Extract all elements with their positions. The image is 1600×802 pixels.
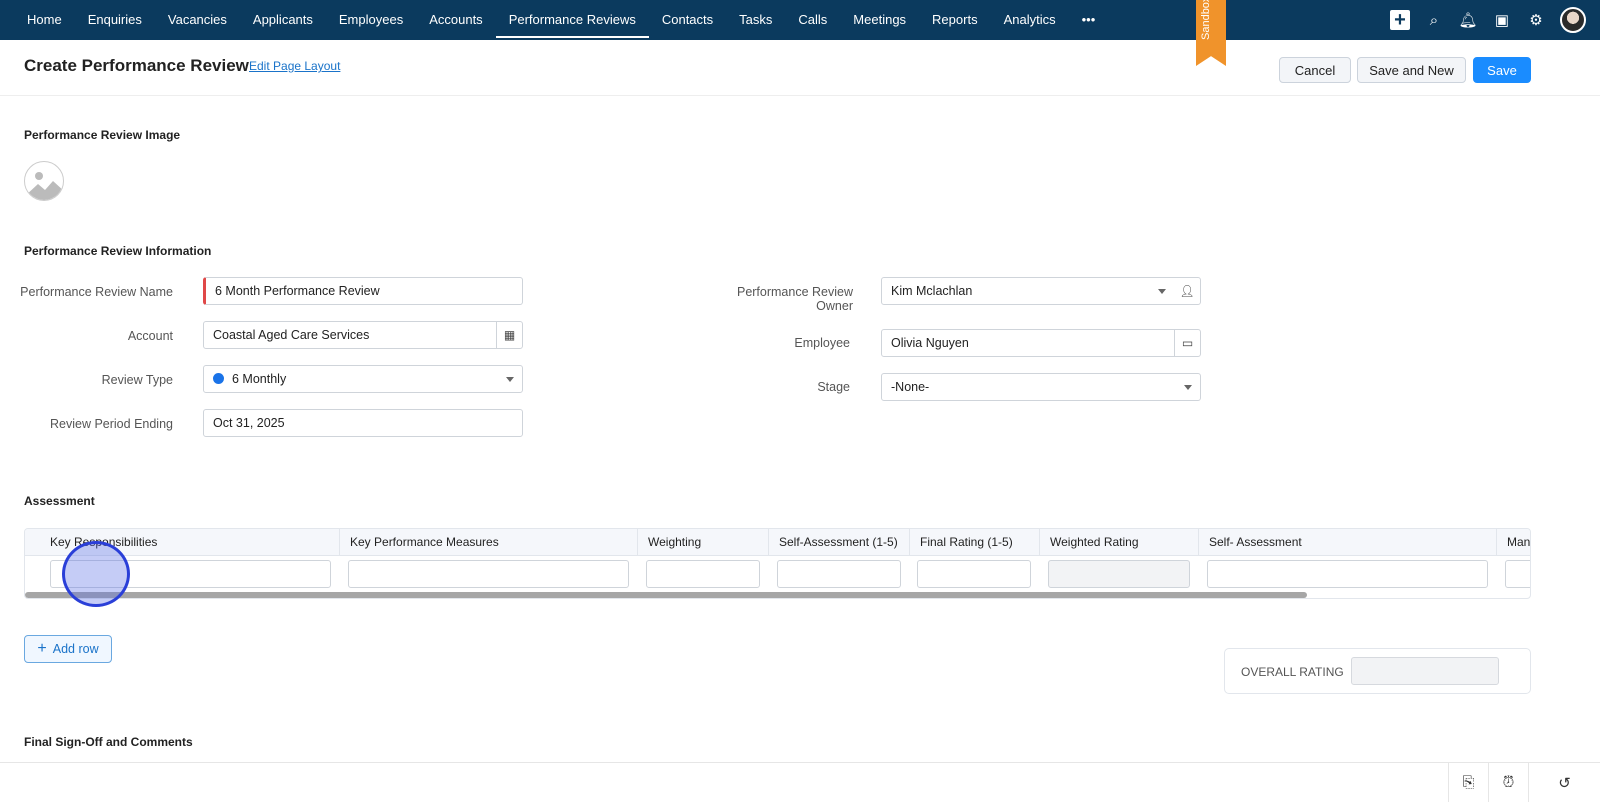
chevron-down-icon <box>1158 289 1166 294</box>
search-icon[interactable]: ⌕ <box>1429 11 1439 29</box>
overall-rating-label: OVERALL RATING <box>1241 665 1344 679</box>
stage-label: Stage <box>817 380 850 394</box>
calendar-icon[interactable]: ▣ <box>1494 12 1510 29</box>
sandbox-label: Sandbox <box>1200 0 1212 40</box>
key-performance-measures-textarea[interactable] <box>348 560 629 588</box>
nav-more[interactable]: ••• <box>1081 12 1096 27</box>
employee-value: Olivia Nguyen <box>891 336 969 350</box>
nav-tasks[interactable]: Tasks <box>739 12 773 27</box>
wallet-lookup-icon[interactable]: ▭ <box>1174 330 1200 356</box>
top-nav: Home Enquiries Vacancies Applicants Empl… <box>0 0 1600 40</box>
review-name-value: 6 Month Performance Review <box>215 284 380 298</box>
manager-input[interactable] <box>1505 560 1530 588</box>
plus-icon[interactable]: + <box>1390 9 1410 31</box>
footer-bar: ⎘ ⏰︎ ↺ <box>0 762 1600 802</box>
notes-icon[interactable]: ⎘ <box>1448 763 1488 802</box>
name-label: Performance Review Name <box>20 285 173 299</box>
history-icon[interactable]: ↺ <box>1528 763 1600 802</box>
employee-input[interactable]: Olivia Nguyen ▭ <box>881 329 1201 357</box>
col-key-performance-measures: Key Performance Measures <box>340 529 638 556</box>
add-row-label: Add row <box>52 642 99 656</box>
info-section-title: Performance Review Information <box>24 244 212 258</box>
owner-label: Performance Review Owner <box>736 285 853 313</box>
overall-rating-input <box>1351 657 1499 685</box>
avatar[interactable] <box>1560 7 1586 33</box>
nav-vacancies[interactable]: Vacancies <box>167 12 227 27</box>
col-weighting: Weighting <box>638 529 769 556</box>
chevron-down-icon <box>1184 385 1192 390</box>
assessment-table: Key Responsibilities Key Performance Mea… <box>24 528 1531 599</box>
owner-value: Kim Mclachlan <box>891 284 973 298</box>
account-input[interactable]: Coastal Aged Care Services ▦ <box>203 321 523 349</box>
col-final-rating: Final Rating (1-5) <box>910 529 1040 556</box>
page-header <box>0 40 1600 96</box>
col-self-assessment-rating: Self-Assessment (1-5) <box>769 529 910 556</box>
nav-enquiries[interactable]: Enquiries <box>87 12 142 27</box>
stage-select[interactable]: -None- <box>881 373 1201 401</box>
review-name-input[interactable]: 6 Month Performance Review <box>203 277 523 305</box>
final-section-title: Final Sign-Off and Comments <box>24 735 193 749</box>
assessment-section-title: Assessment <box>24 494 95 508</box>
type-color-dot <box>213 373 224 384</box>
alarm-icon[interactable]: ⏰︎ <box>1488 763 1528 802</box>
period-label: Review Period Ending <box>50 417 173 431</box>
building-lookup-icon[interactable]: ▦ <box>496 322 522 348</box>
plus-icon: + <box>37 640 47 657</box>
account-label: Account <box>127 329 173 343</box>
nav-accounts[interactable]: Accounts <box>429 12 483 27</box>
save-button[interactable]: Save <box>1473 57 1531 83</box>
self-assessment-rating-input[interactable] <box>777 560 901 588</box>
nav-analytics[interactable]: Analytics <box>1003 12 1056 27</box>
chevron-down-icon <box>506 377 514 382</box>
col-self-assessment: Self- Assessment <box>1199 529 1497 556</box>
owner-select[interactable]: Kim Mclachlan 👤︎ <box>881 277 1201 305</box>
self-assessment-textarea[interactable] <box>1207 560 1488 588</box>
period-ending-input[interactable]: Oct 31, 2025 <box>203 409 523 437</box>
weighted-rating-input <box>1048 560 1190 588</box>
col-manager: Mana <box>1497 529 1530 556</box>
bell-icon[interactable]: 🔔︎ <box>1458 12 1478 29</box>
review-type-value: 6 Monthly <box>232 372 287 386</box>
horizontal-scrollbar[interactable] <box>25 592 1307 598</box>
stage-value: -None- <box>891 380 930 394</box>
nav-reports[interactable]: Reports <box>932 12 978 27</box>
add-row-button[interactable]: + Add row <box>24 635 112 663</box>
col-weighted-rating: Weighted Rating <box>1040 529 1199 556</box>
gear-icon[interactable]: ⚙ <box>1529 12 1543 29</box>
page-title: Create Performance Review <box>24 56 249 75</box>
cancel-button[interactable]: Cancel <box>1279 57 1351 83</box>
user-lookup-icon[interactable]: 👤︎ <box>1179 284 1195 298</box>
nav-calls[interactable]: Calls <box>798 12 828 27</box>
period-value: Oct 31, 2025 <box>213 416 285 430</box>
nav-applicants[interactable]: Applicants <box>252 12 313 27</box>
nav-home[interactable]: Home <box>27 12 62 27</box>
image-section-title: Performance Review Image <box>24 128 181 142</box>
nav-employees[interactable]: Employees <box>338 12 404 27</box>
click-indicator <box>62 541 130 607</box>
image-placeholder-icon[interactable] <box>24 161 64 201</box>
final-rating-input[interactable] <box>917 560 1031 588</box>
edit-page-layout-link[interactable]: Edit Page Layout <box>249 59 341 73</box>
sandbox-ribbon: Sandbox <box>1196 0 1226 66</box>
nav-meetings[interactable]: Meetings <box>853 12 907 27</box>
review-type-label: Review Type <box>101 373 173 387</box>
review-type-select[interactable]: 6 Monthly <box>203 365 523 393</box>
save-and-new-button[interactable]: Save and New <box>1357 57 1466 83</box>
overall-rating-box: OVERALL RATING <box>1224 648 1531 694</box>
nav-contacts[interactable]: Contacts <box>661 12 714 27</box>
employee-label: Employee <box>794 336 850 350</box>
account-value: Coastal Aged Care Services <box>213 328 370 342</box>
nav-performance-reviews[interactable]: Performance Reviews <box>495 0 649 40</box>
weighting-input[interactable] <box>646 560 760 588</box>
